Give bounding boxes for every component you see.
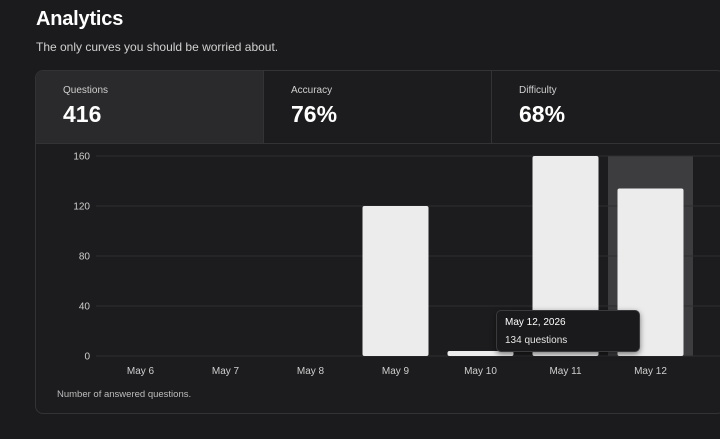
- x-tick-label: May 10: [464, 366, 497, 377]
- tooltip-date: May 12, 2026: [505, 317, 566, 328]
- page-title: Analytics: [36, 8, 124, 30]
- stat-tab-accuracy[interactable]: Accuracy 76%: [264, 71, 492, 143]
- stat-label: Accuracy: [291, 85, 333, 96]
- stat-label: Questions: [63, 85, 109, 96]
- stat-label: Difficulty: [519, 85, 557, 96]
- stat-value: 68%: [519, 101, 566, 127]
- bar: [532, 156, 599, 356]
- x-tick-label: May 11: [549, 366, 581, 377]
- chart-footnote: Number of answered questions.: [57, 389, 192, 400]
- x-tick-label: May 8: [297, 366, 325, 377]
- page-subtitle: The only curves you should be worried ab…: [36, 40, 279, 54]
- stat-tab-difficulty[interactable]: Difficulty 68%: [492, 71, 720, 143]
- bar: [447, 351, 514, 356]
- x-tick-label: May 12: [634, 366, 667, 377]
- analytics-card: Questions 416 Accuracy 76% Difficulty 68…: [35, 70, 720, 414]
- stat-value: 76%: [291, 101, 338, 127]
- stat-value: 416: [63, 101, 102, 127]
- y-tick-label: 160: [73, 152, 90, 163]
- y-tick-label: 0: [84, 352, 90, 363]
- x-tick-label: May 6: [127, 366, 155, 377]
- x-tick-label: May 9: [382, 366, 410, 377]
- chart-plot: 0 40 80 120 160 May 6 May 7 May 8 May 9 May 10 May…: [73, 152, 720, 377]
- questions-bar-chart: 0 40 80 120 160 May 6 May 7 May 8 May 9 May 10 May…: [36, 144, 720, 413]
- y-tick-label: 40: [79, 302, 91, 313]
- bar: [362, 206, 429, 356]
- stats-tabs: Questions 416 Accuracy 76% Difficulty 68…: [36, 71, 720, 144]
- chart-tooltip: May 12, 2026 134 questions: [496, 310, 640, 352]
- y-tick-label: 120: [73, 202, 90, 213]
- stat-tab-questions[interactable]: Questions 416: [36, 71, 264, 143]
- y-tick-label: 80: [79, 252, 91, 263]
- x-tick-label: May 7: [212, 366, 240, 377]
- tooltip-count: 134 questions: [505, 335, 568, 346]
